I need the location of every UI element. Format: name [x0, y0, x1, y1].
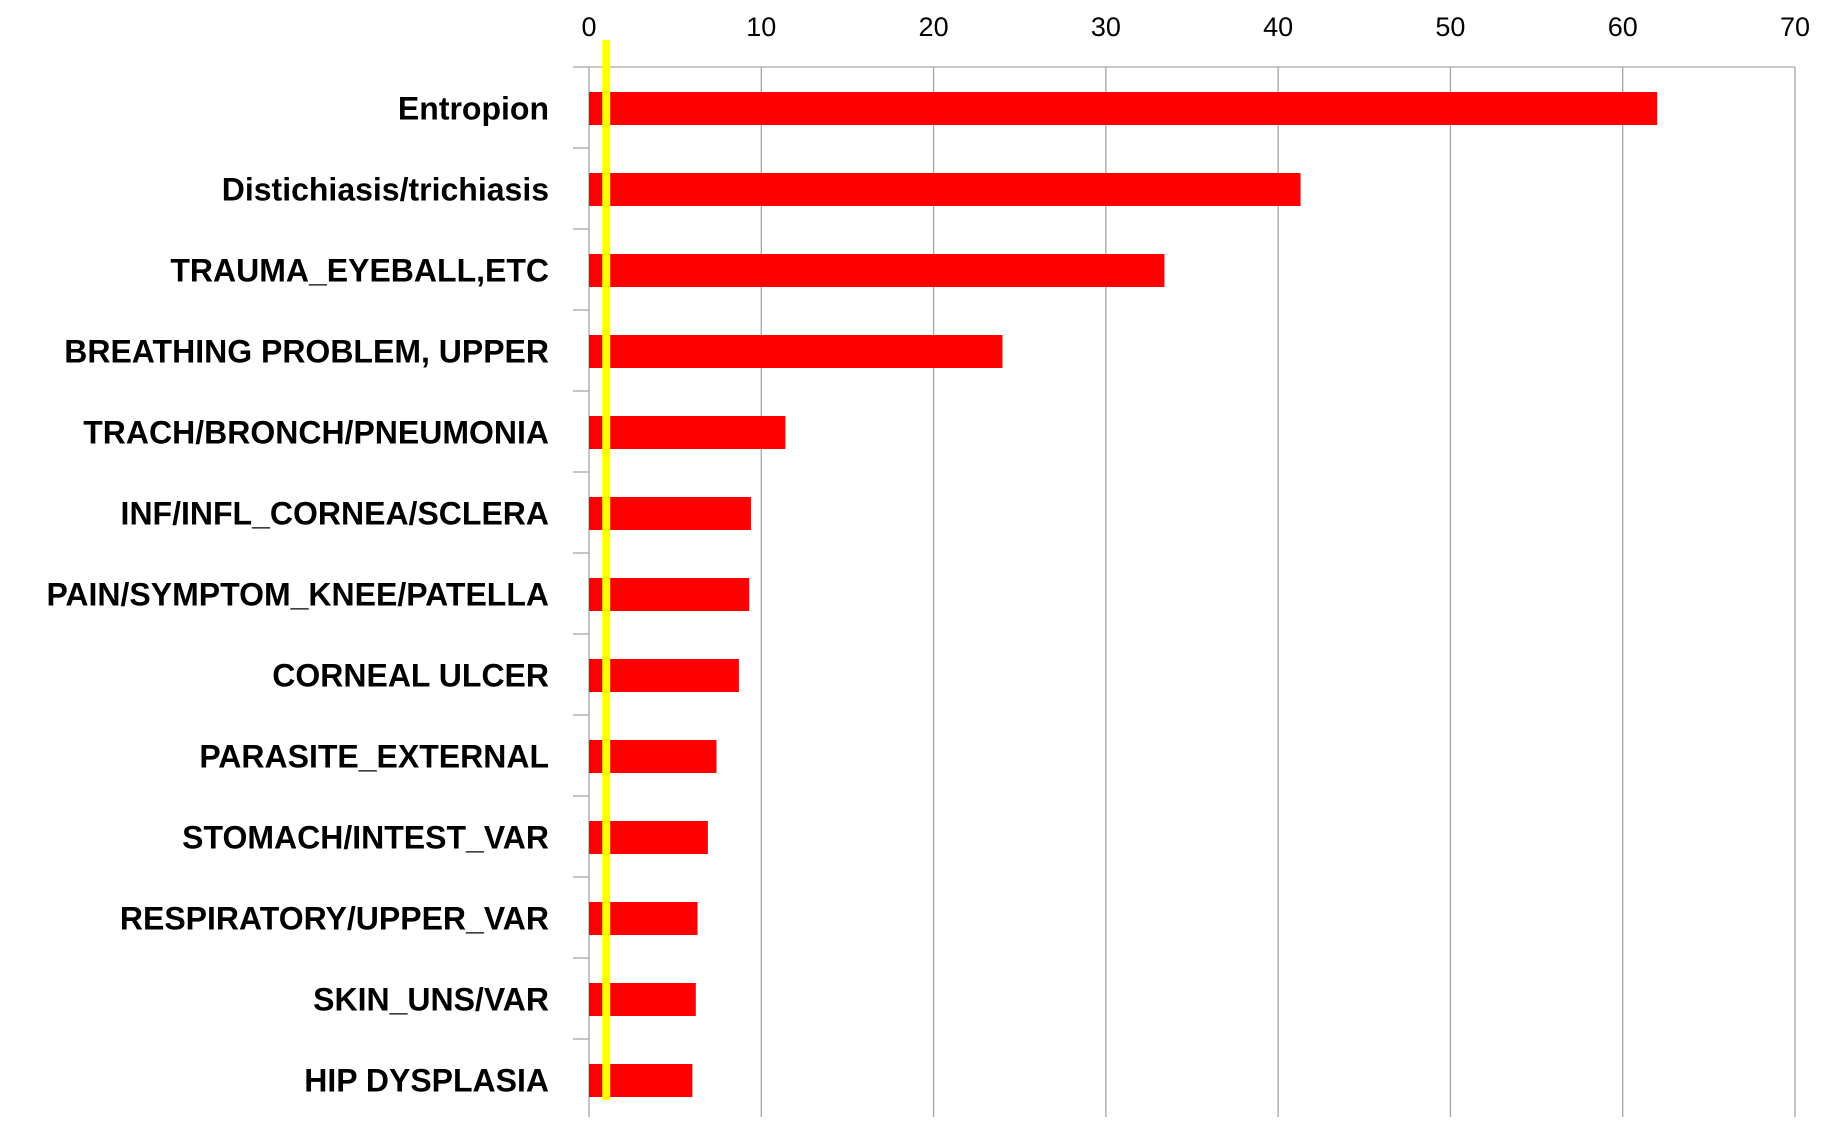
category-label-2: TRAUMA_EYEBALL,ETC — [170, 253, 549, 289]
bar-4 — [589, 416, 786, 449]
bar-7 — [589, 659, 739, 692]
bar-0 — [589, 92, 1658, 125]
category-label-12: HIP DYSPLASIA — [304, 1063, 549, 1099]
x-tick-label-10: 10 — [746, 12, 776, 42]
x-tick-label-60: 60 — [1608, 12, 1638, 42]
axes — [573, 66, 1795, 1121]
bar-8 — [589, 740, 717, 773]
category-label-11: SKIN_UNS/VAR — [313, 982, 549, 1018]
gridlines — [588, 67, 1796, 1117]
category-label-5: INF/INFL_CORNEA/SCLERA — [121, 496, 549, 532]
bar-2 — [589, 254, 1165, 287]
category-label-8: PARASITE_EXTERNAL — [199, 739, 549, 775]
category-labels: Entropion Distichiasis/trichiasis TRAUMA_E… — [46, 91, 549, 1099]
bar-3 — [589, 335, 1003, 368]
x-tick-labels: 0 10 20 30 40 50 60 70 — [581, 12, 1810, 42]
category-label-0: Entropion — [398, 91, 549, 127]
bar-5 — [589, 497, 751, 530]
x-tick-label-20: 20 — [919, 12, 949, 42]
category-label-1: Distichiasis/trichiasis — [222, 172, 549, 208]
bars — [589, 92, 1658, 1097]
category-label-3: BREATHING PROBLEM, UPPER — [64, 334, 549, 370]
x-tick-label-40: 40 — [1263, 12, 1293, 42]
category-label-10: RESPIRATORY/UPPER_VAR — [120, 901, 549, 937]
x-tick-label-0: 0 — [581, 12, 596, 42]
category-label-6: PAIN/SYMPTOM_KNEE/PATELLA — [46, 577, 549, 613]
x-tick-label-30: 30 — [1091, 12, 1121, 42]
category-label-7: CORNEAL ULCER — [272, 658, 549, 694]
bar-1 — [589, 173, 1301, 206]
bar-6 — [589, 578, 750, 611]
x-tick-label-70: 70 — [1780, 12, 1810, 42]
x-tick-label-50: 50 — [1435, 12, 1465, 42]
category-label-4: TRACH/BRONCH/PNEUMONIA — [83, 415, 549, 451]
category-label-9: STOMACH/INTEST_VAR — [182, 820, 549, 856]
